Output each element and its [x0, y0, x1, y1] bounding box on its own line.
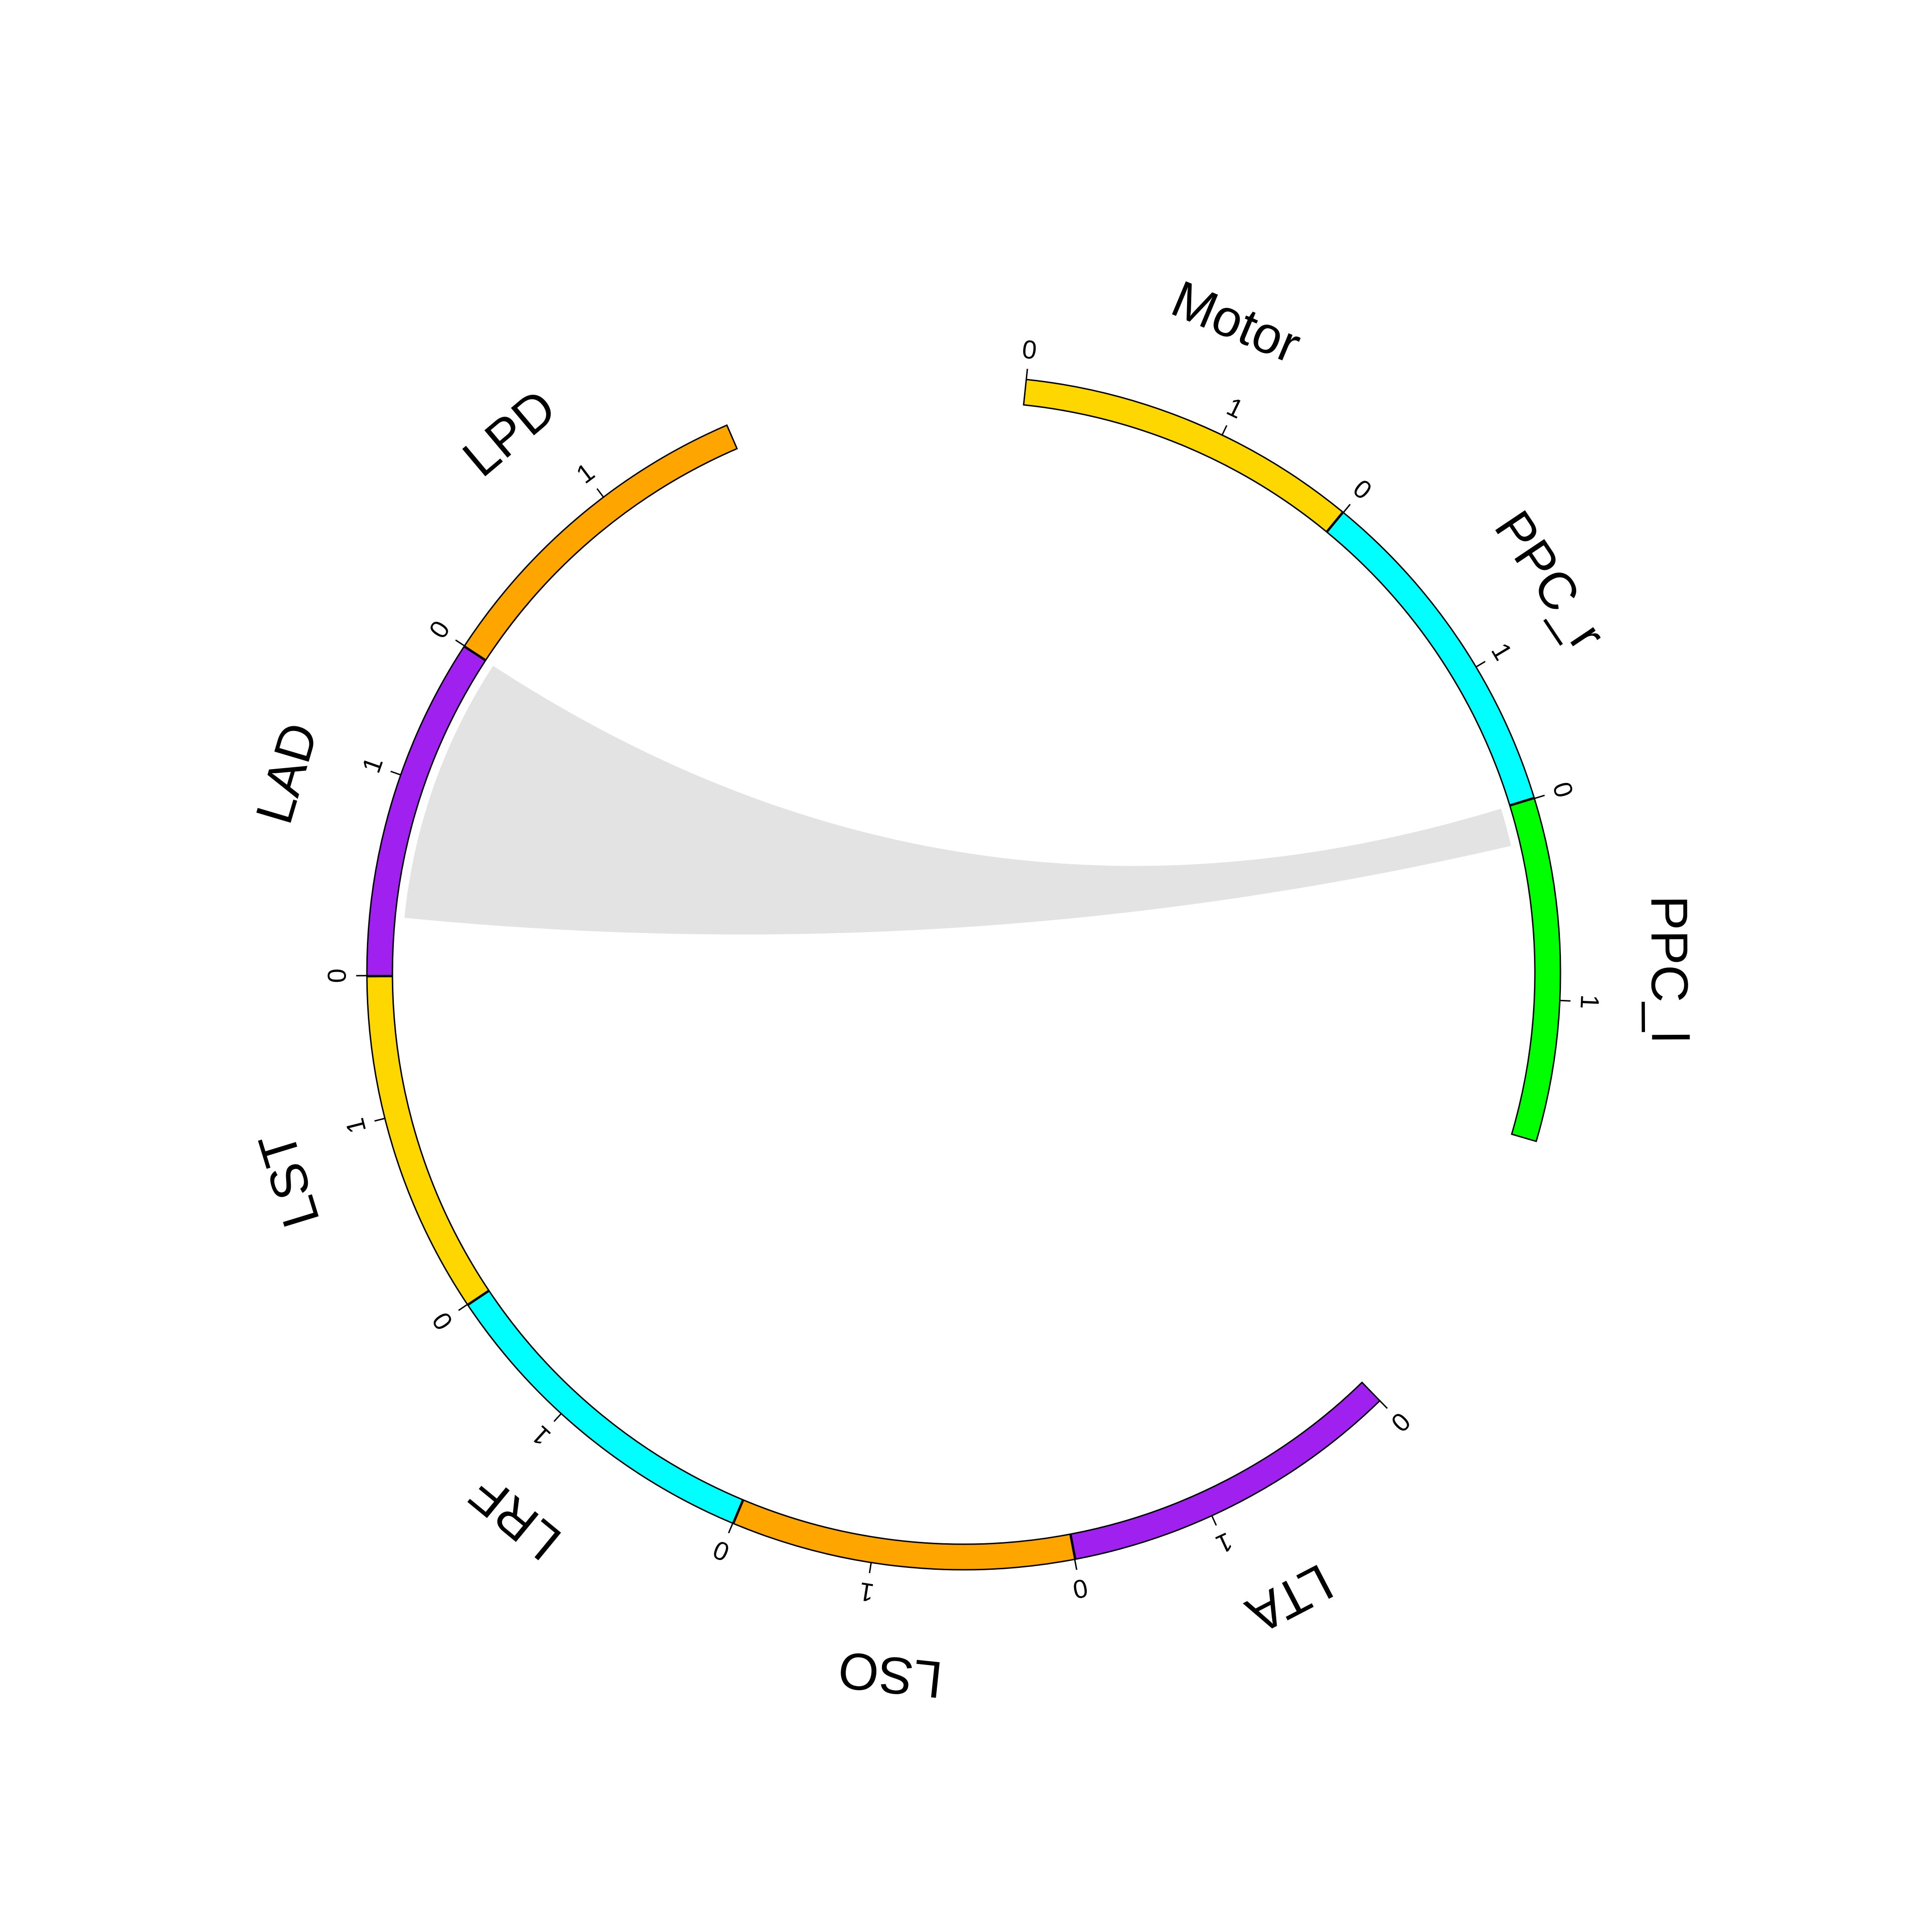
tick-label-lpd-1: 1	[571, 457, 600, 489]
tick-label-lrf-1: 1	[526, 1420, 556, 1452]
tick-label-lrf-0: 0	[709, 1535, 733, 1567]
sector-lso	[732, 1499, 1076, 1571]
tick-lta-1	[1211, 1515, 1217, 1526]
tick-label-ppc-r-1: 1	[1486, 638, 1518, 665]
tick-label-lst-0: 0	[426, 1307, 459, 1335]
tick-label-lso-0: 0	[1070, 1573, 1090, 1605]
ticks-layer: 0 1 0 1 0 1 0 1 0 1 0 1 0 1 0 1 0 1	[322, 334, 1605, 1608]
sector-ppc-r	[1326, 511, 1535, 806]
sector-label-ppc-r: PPC_r	[1483, 501, 1617, 660]
sector-label-ppc-l: PPC_l	[1640, 895, 1699, 1043]
tick-lrf-1	[553, 1413, 562, 1422]
sector-lrf	[467, 1290, 744, 1524]
labels-layer: PPC_l LTA LSO LRF LST LAD LPD Motor PPC_r	[244, 269, 1699, 1710]
tick-label-lta-0: 0	[1385, 1407, 1416, 1438]
sector-ppc-l	[1509, 797, 1561, 1142]
tick-label-ppc-l-1: 1	[1575, 994, 1605, 1010]
sectors-layer	[366, 379, 1561, 1571]
tick-lpd-0	[455, 639, 465, 647]
tick-ppc-l-0	[1534, 795, 1545, 799]
sector-lta	[1070, 1381, 1381, 1560]
tick-lpd-1	[596, 488, 604, 498]
tick-motor-0	[1025, 369, 1028, 380]
tick-lst-0	[458, 1304, 468, 1311]
sector-label-lad: LAD	[244, 717, 329, 830]
tick-ppc-r-1	[1475, 661, 1486, 668]
chord-link-ppc_l-lad	[404, 666, 1511, 935]
tick-lta-0	[1379, 1400, 1388, 1409]
tick-label-lst-1: 1	[339, 1115, 372, 1136]
tick-lad-1	[390, 770, 401, 776]
sector-label-lst: LST	[247, 1126, 331, 1234]
tick-label-lpd-0: 0	[423, 615, 456, 644]
tick-lso-1	[868, 1562, 872, 1573]
tick-label-lad-1: 1	[356, 753, 389, 777]
sector-lst	[366, 976, 490, 1305]
sector-label-motor: Motor	[1164, 269, 1309, 374]
links-layer	[404, 666, 1511, 935]
sector-motor	[1023, 379, 1344, 533]
tick-label-lad-0: 0	[322, 968, 351, 983]
tick-ppc-l-1	[1560, 999, 1571, 1002]
sector-label-lta: LTA	[1237, 1553, 1342, 1645]
tick-motor-1	[1221, 425, 1227, 436]
sector-lad	[366, 646, 487, 977]
tick-label-ppc-r-0: 0	[1348, 473, 1377, 505]
tick-label-lta-1: 1	[1212, 1527, 1237, 1560]
tick-label-motor-1: 1	[1222, 392, 1248, 424]
tick-lso-0	[1074, 1559, 1077, 1570]
tick-label-ppc-l-0: 0	[1547, 778, 1579, 801]
tick-ppc-r-0	[1343, 503, 1351, 513]
tick-label-motor-0: 0	[1021, 334, 1038, 365]
sector-lpd	[463, 424, 738, 661]
tick-lrf-0	[728, 1523, 734, 1534]
tick-lst-1	[374, 1117, 385, 1122]
sector-label-lpd: LPD	[452, 378, 567, 488]
tick-label-lso-1: 1	[857, 1577, 876, 1608]
sector-label-lrf: LRF	[459, 1464, 572, 1572]
sector-label-lso: LSO	[835, 1641, 945, 1710]
